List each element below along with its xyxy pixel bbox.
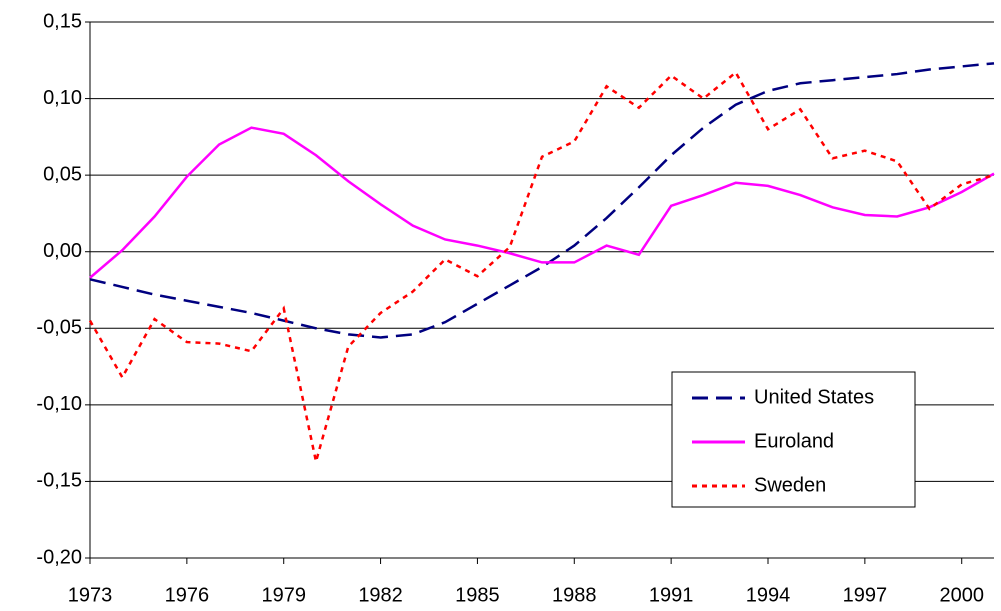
x-tick-label: 1973 [68,584,113,606]
y-tick-label: 0,00 [43,240,82,262]
x-tick-label: 1988 [552,584,597,606]
series-line [89,126,995,279]
x-tick-label: 2000 [939,584,984,606]
x-tick-label: 1982 [358,584,403,606]
legend-label: Euroland [754,430,834,452]
x-tick-label: 1976 [165,584,210,606]
y-tick-label: 0,10 [43,87,82,109]
y-tick-label: -0,20 [36,546,82,568]
y-tick-label: -0,15 [36,470,82,492]
y-tick-label: -0,10 [36,393,82,415]
x-tick-label: 1991 [649,584,694,606]
legend-label: United States [754,386,874,408]
y-tick-label: 0,05 [43,163,82,185]
x-tick-label: 1994 [746,584,791,606]
y-tick-label: 0,15 [43,10,82,32]
x-tick-label: 1985 [455,584,500,606]
x-tick-label: 1997 [843,584,888,606]
series-line [88,70,995,462]
x-tick-label: 1979 [261,584,306,606]
y-tick-label: -0,05 [36,317,82,339]
legend-label: Sweden [754,474,826,496]
series-line [89,62,995,339]
